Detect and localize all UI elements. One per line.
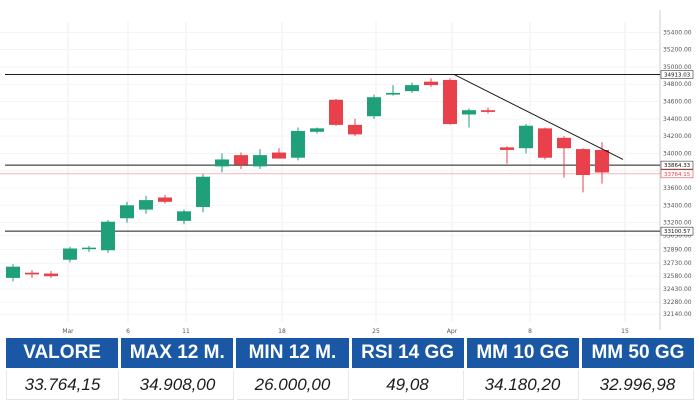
y-tick-label: 35200.00 [663, 47, 692, 54]
x-tick-label: Mar [62, 328, 74, 335]
y-tick-label: 34800.00 [663, 81, 692, 88]
x-tick-label: 11 [182, 328, 190, 335]
candle-body [462, 110, 476, 115]
stats-value-row: 33.764,15 34.908,00 26.000,00 49,08 34.1… [6, 370, 694, 400]
candle-body [139, 200, 153, 210]
y-tick-label: 34400.00 [663, 116, 692, 123]
x-tick-label: 15 [621, 328, 629, 335]
candle-body [595, 149, 609, 173]
candle-body [424, 81, 438, 86]
header-max-12m: MAX 12 M. [121, 338, 234, 368]
candle-body [177, 211, 191, 221]
value-min-12m: 26.000,00 [237, 370, 349, 400]
y-tick-label: 32730.00 [663, 260, 692, 267]
candle-body [196, 176, 210, 208]
value-max-12m: 34.908,00 [122, 370, 234, 400]
trendline [453, 74, 624, 160]
x-tick-label: 8 [528, 328, 532, 335]
last-price-tag [660, 169, 694, 179]
level-label-0: 34913.03 [664, 72, 691, 78]
y-tick-label: 32280.00 [663, 299, 692, 306]
y-tick-label: 32430.00 [663, 286, 692, 293]
header-mm-10gg: MM 10 GG [466, 338, 579, 368]
level-tag-0 [660, 70, 694, 79]
value-mm-50gg: 32.996,98 [582, 370, 694, 400]
value-valore: 33.764,15 [6, 370, 119, 400]
last-price-label: 33764.15 [664, 172, 691, 178]
candle-body [348, 124, 362, 135]
price-chart: 32140.00 32280.00 32430.00 32580.00 32730.00… [0, 10, 694, 335]
candle-body [481, 110, 495, 112]
candle-body [6, 266, 20, 278]
candle-body [63, 248, 77, 260]
candle-body [291, 130, 305, 158]
candle-body [272, 152, 286, 159]
x-tick-label: 18 [278, 328, 286, 335]
level-tag-1 [660, 160, 694, 170]
candle-body [576, 149, 590, 176]
candle-body [82, 247, 96, 250]
y-tick-label: 35000.00 [663, 64, 692, 71]
y-tick-label: 33200.00 [663, 220, 692, 227]
candle-body [253, 155, 267, 167]
level-tag-2 [660, 226, 694, 236]
candle-body [234, 155, 248, 165]
header-valore: VALORE [6, 338, 119, 368]
candle-body [519, 125, 533, 149]
x-tick-label: 6 [126, 328, 130, 335]
candle-body [329, 99, 343, 125]
value-mm-10gg: 34.180,20 [467, 370, 579, 400]
level-label-1: 33864.33 [664, 163, 691, 169]
candle-body [44, 273, 58, 277]
candle-body [367, 97, 381, 117]
header-rsi-14gg: RSI 14 GG [351, 338, 464, 368]
y-tick-label: 34000.00 [663, 150, 692, 157]
candle-body [310, 128, 324, 132]
stats-header-row: VALORE MAX 12 M. MIN 12 M. RSI 14 GG MM … [6, 338, 695, 368]
y-tick-label: 35400.00 [663, 29, 692, 36]
y-tick-label: 33050.00 [663, 233, 692, 240]
candle-body [158, 197, 172, 202]
value-rsi-14gg: 49,08 [352, 370, 464, 400]
stats-table: VALORE MAX 12 M. MIN 12 M. RSI 14 GG MM … [6, 338, 695, 400]
candle-body [443, 79, 457, 125]
y-tick-label: 33400.00 [663, 202, 692, 209]
candle-body [120, 205, 134, 219]
header-mm-50gg: MM 50 GG [581, 338, 695, 368]
level-label-2: 33100.57 [664, 229, 691, 235]
y-tick-label: 33600.00 [663, 185, 692, 192]
candle-body [500, 147, 514, 150]
candle-body [557, 137, 571, 149]
y-tick-label: 32580.00 [663, 273, 692, 280]
y-tick-label: 34200.00 [663, 133, 692, 140]
candle-body [538, 128, 552, 158]
candle-body [386, 92, 400, 95]
y-tick-label: 34600.00 [663, 99, 692, 106]
header-min-12m: MIN 12 M. [236, 338, 349, 368]
candle-body [101, 221, 115, 251]
candle-body [405, 85, 419, 92]
x-tick-label: Apr [447, 328, 458, 335]
x-tick-label: 25 [372, 328, 380, 335]
candle-body [25, 272, 39, 275]
candle-body [215, 159, 229, 167]
y-tick-label: 32140.00 [663, 311, 692, 318]
y-tick-label: 32890.00 [663, 246, 692, 253]
